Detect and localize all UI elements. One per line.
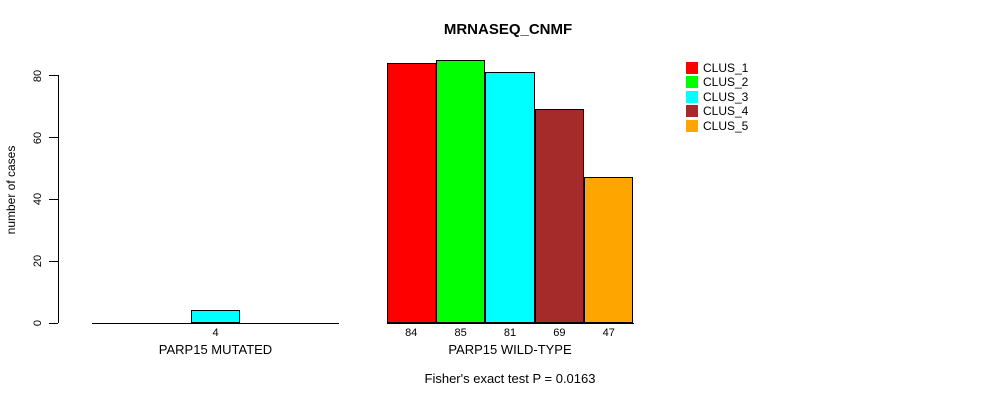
fisher-test-annotation: Fisher's exact test P = 0.0163 (424, 371, 596, 386)
legend-label: CLUS_1 (703, 60, 749, 75)
chart-title: MRNASEQ_CNMF (443, 21, 573, 38)
bar-CLUS_4 (534, 109, 585, 324)
bar-value-label: 81 (503, 326, 517, 339)
legend-swatch-CLUS_3 (686, 90, 698, 103)
bar-value-label: 4 (212, 326, 219, 339)
legend-label: CLUS_2 (703, 75, 749, 90)
bar-value-label: 84 (405, 326, 418, 339)
bar-value-label: 69 (553, 326, 566, 339)
legend-label: CLUS_4 (703, 104, 749, 119)
y-axis-tick (49, 198, 58, 200)
bar-CLUS_5 (584, 177, 634, 324)
legend-label: CLUS_3 (703, 89, 749, 104)
legend-swatch-CLUS_2 (686, 76, 698, 89)
bar-value-label: 47 (602, 326, 615, 339)
y-axis-tick (49, 260, 58, 262)
bar-value-label: 85 (454, 326, 467, 339)
group-label: PARP15 MUTATED (158, 342, 273, 357)
y-axis-tick (49, 322, 58, 324)
legend-swatch-CLUS_4 (686, 105, 698, 118)
y-axis-tick (49, 75, 58, 77)
y-axis-line (57, 75, 59, 324)
y-axis-tick (49, 137, 58, 139)
legend-swatch-CLUS_5 (686, 119, 698, 132)
bar-CLUS_2 (435, 59, 486, 324)
group-label: PARP15 WILD-TYPE (448, 342, 572, 357)
legend-label: CLUS_5 (703, 118, 749, 133)
bar-CLUS_3 (485, 72, 535, 324)
legend-swatch-CLUS_1 (686, 61, 698, 74)
bar-CLUS_3 (190, 310, 241, 324)
bar-CLUS_1 (386, 62, 436, 324)
